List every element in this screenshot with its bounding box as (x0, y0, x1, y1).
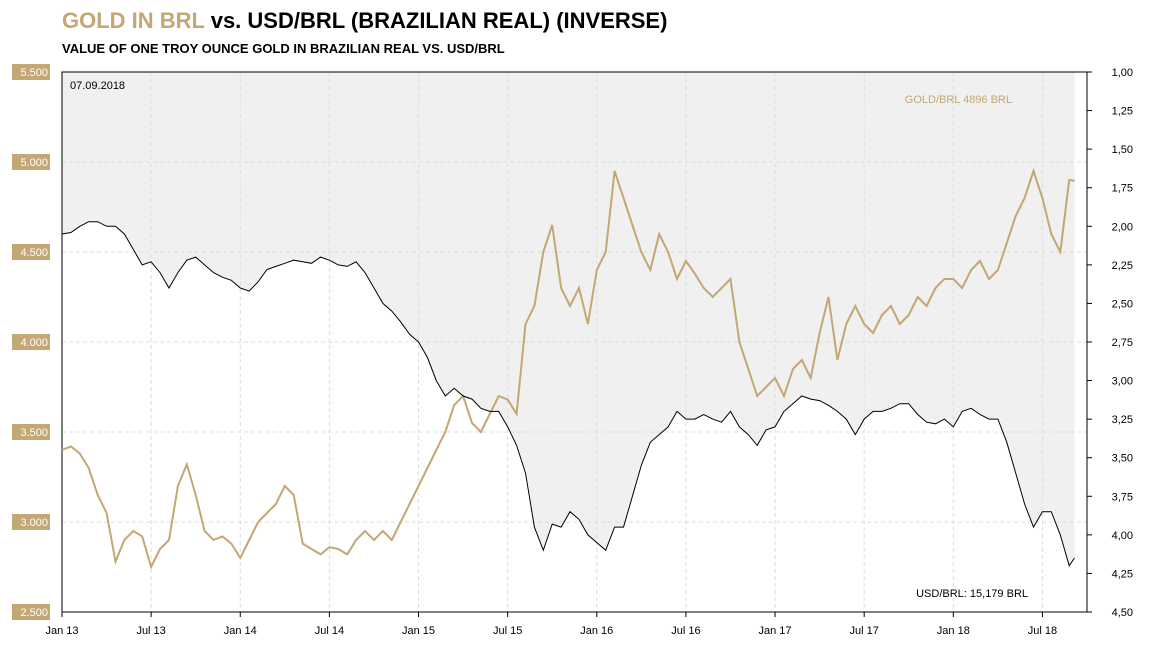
chart-subtitle: VALUE OF ONE TROY OUNCE GOLD IN BRAZILIA… (62, 41, 505, 56)
y-right-tick-label: 2,00 (1112, 221, 1133, 233)
y-right-tick-label: 3,50 (1112, 453, 1133, 465)
y-left-tick-bg (12, 514, 50, 530)
title-rest-part: vs. USD/BRL (BRAZILIAN REAL) (INVERSE) (204, 8, 668, 33)
y-right-tick-label: 2,75 (1112, 337, 1133, 349)
x-tick-label: Jul 15 (493, 625, 522, 637)
y-right-tick-label: 1,50 (1112, 144, 1133, 156)
gold-annotation: GOLD/BRL 4896 BRL (905, 94, 1012, 106)
x-tick-label: Jul 18 (1028, 625, 1057, 637)
x-tick-label: Jul 16 (671, 625, 700, 637)
x-tick-label: Jul 13 (136, 625, 165, 637)
y-left-tick-bg (12, 334, 50, 350)
y-right-tick-label: 3,75 (1112, 491, 1133, 503)
usd-annotation: USD/BRL: 15,179 BRL (916, 588, 1028, 600)
y-left-tick-label: 5.500 (20, 67, 48, 79)
y-right-tick-label: 1,00 (1112, 67, 1133, 79)
series-gold-brl-line (61, 167, 1075, 570)
x-tick-label: Jul 14 (315, 625, 344, 637)
y-left-tick-label: 5.000 (20, 157, 48, 169)
x-tick-label: Jan 13 (45, 625, 78, 637)
y-left-tick-bg (12, 244, 50, 260)
y-left-tick-label: 2.500 (20, 607, 48, 619)
y-left-tick-label: 4.500 (20, 247, 48, 259)
x-tick-label: Jan 14 (224, 625, 257, 637)
y-left-tick-bg (12, 424, 50, 440)
y-right-tick-label: 4,50 (1112, 607, 1133, 619)
x-tick-label: Jan 18 (937, 625, 970, 637)
series-usd-brl-line (61, 221, 1075, 567)
x-tick-label: Jan 16 (580, 625, 613, 637)
x-tick-label: Jan 17 (759, 625, 792, 637)
y-right-tick-label: 4,25 (1112, 568, 1133, 580)
y-right-tick-label: 1,25 (1112, 106, 1133, 118)
y-right-tick-label: 4,00 (1112, 530, 1133, 542)
y-left-tick-label: 3.500 (20, 427, 48, 439)
y-right-tick-label: 2,50 (1112, 298, 1133, 310)
plot-frame (61, 71, 1088, 613)
x-tick-label: Jul 17 (849, 625, 878, 637)
chart-title: GOLD IN BRL vs. USD/BRL (BRAZILIAN REAL)… (62, 8, 667, 34)
date-stamp: 07.09.2018 (70, 80, 125, 92)
y-right-tick-label: 3,00 (1112, 376, 1133, 388)
y-left-tick-bg (12, 154, 50, 170)
shaded-area (62, 72, 1075, 566)
x-tick-label: Jan 15 (402, 625, 435, 637)
y-left-tick-label: 3.000 (20, 517, 48, 529)
y-right-tick-label: 2,25 (1112, 260, 1133, 272)
y-left-tick-bg (12, 604, 50, 620)
y-left-tick-label: 4.000 (20, 337, 48, 349)
y-left-tick-bg (12, 64, 50, 80)
y-right-tick-label: 1,75 (1112, 183, 1133, 195)
title-gold-part: GOLD IN BRL (62, 8, 205, 33)
y-right-tick-label: 3,25 (1112, 414, 1133, 426)
